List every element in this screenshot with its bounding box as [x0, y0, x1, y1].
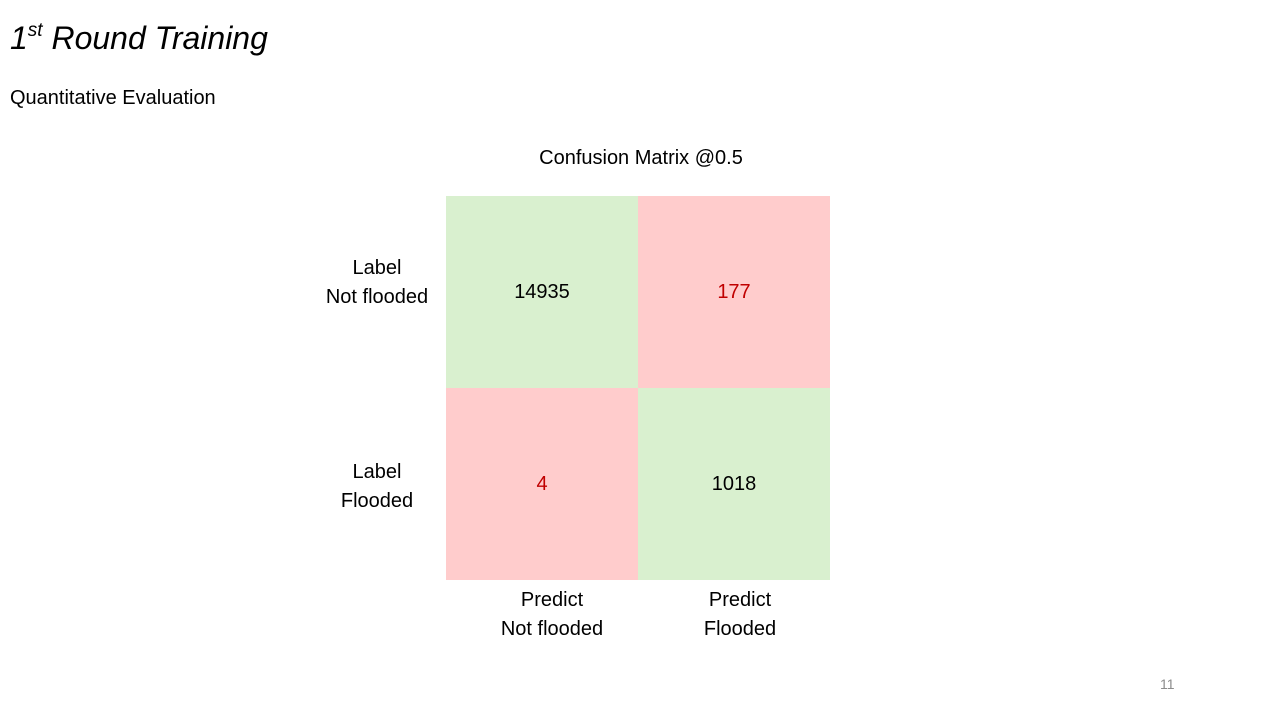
cell-true-positive: 1018	[638, 388, 830, 580]
cell-false-negative: 4	[446, 388, 638, 580]
row-label-flooded: Label Flooded	[306, 458, 448, 516]
col-label-predict-flooded: Predict Flooded	[644, 586, 836, 644]
col-label-line2: Flooded	[703, 618, 777, 640]
cell-true-negative: 14935	[446, 196, 638, 388]
cell-value: 4	[536, 472, 548, 495]
col-label-line2: Not flooded	[500, 618, 604, 640]
col-label-line1: Predict	[708, 589, 772, 611]
slide-title-superscript: st	[27, 20, 43, 41]
cell-value: 1018	[711, 472, 757, 495]
row-label-line2: Flooded	[340, 490, 414, 512]
slide-title-rest: Round Training	[42, 20, 268, 56]
cell-value: 14935	[514, 280, 570, 303]
slide-subtitle: Quantitative Evaluation	[10, 87, 216, 109]
confusion-matrix-title: Confusion Matrix @0.5	[539, 147, 743, 169]
col-label-predict-not-flooded: Predict Not flooded	[456, 586, 648, 644]
row-label-line2: Not flooded	[325, 286, 429, 308]
slide-title: 1st Round Training	[10, 16, 268, 60]
row-label-line1: Label	[352, 257, 402, 279]
cell-false-positive: 177	[638, 196, 830, 388]
row-label-line1: Label	[352, 461, 402, 483]
col-label-line1: Predict	[520, 589, 584, 611]
slide-title-main: 1	[10, 20, 28, 56]
confusion-matrix-grid: 14935 177 4 1018	[446, 196, 830, 580]
cell-value: 177	[717, 280, 751, 303]
page-number: 11	[1160, 676, 1175, 692]
row-label-not-flooded: Label Not flooded	[306, 254, 448, 312]
